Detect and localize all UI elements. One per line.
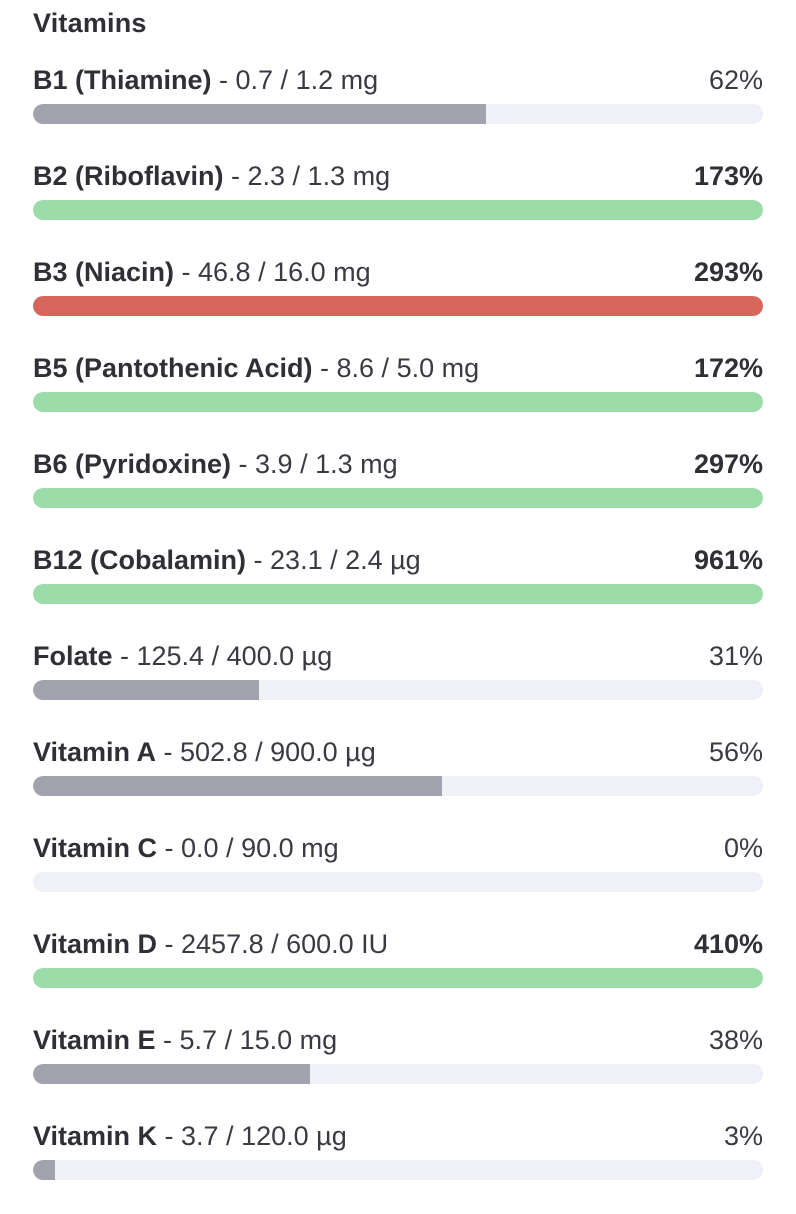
nutrient-row[interactable]: Vitamin C - 0.0 / 90.0 mg 0% (33, 830, 763, 926)
progress-track (33, 680, 763, 700)
nutrient-row[interactable]: B5 (Pantothenic Acid) - 8.6 / 5.0 mg 172% (33, 350, 763, 446)
progress-track (33, 392, 763, 412)
nutrient-row[interactable]: B2 (Riboflavin) - 2.3 / 1.3 mg 173% (33, 158, 763, 254)
nutrient-name: B6 (Pyridoxine) (33, 449, 232, 479)
progress-track (33, 1064, 763, 1084)
nutrient-label: B2 (Riboflavin) - 2.3 / 1.3 mg (33, 158, 390, 194)
nutrient-name: B12 (Cobalamin) (33, 545, 247, 575)
nutrient-row[interactable]: Vitamin E - 5.7 / 15.0 mg 38% (33, 1022, 763, 1118)
nutrient-percent: 38% (708, 1025, 763, 1055)
nutrient-label: B12 (Cobalamin) - 23.1 / 2.4 µg (33, 542, 421, 578)
nutrient-row-header: B12 (Cobalamin) - 23.1 / 2.4 µg 961% (33, 542, 763, 582)
nutrient-label: Folate - 125.4 / 400.0 µg (33, 638, 332, 674)
progress-track (33, 584, 763, 604)
nutrient-amount: - 46.8 / 16.0 mg (174, 257, 371, 287)
nutrient-row-header: Folate - 125.4 / 400.0 µg 31% (33, 638, 763, 678)
nutrient-row-header: B5 (Pantothenic Acid) - 8.6 / 5.0 mg 172% (33, 350, 763, 390)
nutrient-label: Vitamin C - 0.0 / 90.0 mg (33, 830, 339, 866)
nutrient-amount: - 2457.8 / 600.0 IU (157, 929, 389, 959)
nutrient-row-header: Vitamin K - 3.7 / 120.0 µg 3% (33, 1118, 763, 1158)
nutrient-label: Vitamin K - 3.7 / 120.0 µg (33, 1118, 347, 1154)
progress-track (33, 200, 763, 220)
progress-fill (33, 1160, 55, 1180)
nutrient-row-header: B3 (Niacin) - 46.8 / 16.0 mg 293% (33, 254, 763, 294)
nutrient-percent: 293% (693, 257, 763, 287)
nutrient-amount: - 502.8 / 900.0 µg (156, 737, 376, 767)
nutrient-name: Vitamin A (33, 737, 157, 767)
nutrient-row-header: Vitamin E - 5.7 / 15.0 mg 38% (33, 1022, 763, 1062)
progress-fill (33, 104, 486, 124)
progress-fill (33, 392, 763, 412)
nutrient-label: Vitamin D - 2457.8 / 600.0 IU (33, 926, 388, 962)
nutrient-list: B1 (Thiamine) - 0.7 / 1.2 mg 62% B2 (Ribof… (33, 62, 763, 1214)
progress-track (33, 296, 763, 316)
progress-track (33, 776, 763, 796)
nutrient-amount: - 5.7 / 15.0 mg (155, 1025, 338, 1055)
nutrient-percent: 31% (708, 641, 763, 671)
nutrient-row[interactable]: B3 (Niacin) - 46.8 / 16.0 mg 293% (33, 254, 763, 350)
nutrient-label: Vitamin E - 5.7 / 15.0 mg (33, 1022, 337, 1058)
progress-fill (33, 680, 260, 700)
nutrient-amount: - 8.6 / 5.0 mg (312, 353, 480, 383)
nutrient-name: B1 (Thiamine) (33, 65, 212, 95)
nutrient-name: B5 (Pantothenic Acid) (33, 353, 313, 383)
nutrient-percent: 410% (693, 929, 763, 959)
section-title: Vitamins (33, 8, 147, 38)
nutrient-percent: 3% (723, 1121, 763, 1151)
nutrient-name: Vitamin C (33, 833, 158, 863)
nutrient-label: B1 (Thiamine) - 0.7 / 1.2 mg (33, 62, 378, 98)
nutrient-row[interactable]: Vitamin D - 2457.8 / 600.0 IU 410% (33, 926, 763, 1022)
nutrient-percent: 297% (693, 449, 763, 479)
nutrient-amount: - 3.9 / 1.3 mg (231, 449, 398, 479)
nutrient-percent: 173% (693, 161, 763, 191)
nutrient-label: B3 (Niacin) - 46.8 / 16.0 mg (33, 254, 371, 290)
progress-track (33, 104, 763, 124)
nutrient-name: B3 (Niacin) (33, 257, 175, 287)
nutrient-row-header: B2 (Riboflavin) - 2.3 / 1.3 mg 173% (33, 158, 763, 198)
nutrient-row-header: Vitamin D - 2457.8 / 600.0 IU 410% (33, 926, 763, 966)
progress-fill (33, 968, 763, 988)
progress-fill (33, 1064, 311, 1084)
nutrient-percent: 0% (723, 833, 763, 863)
progress-track (33, 968, 763, 988)
progress-fill (33, 296, 763, 316)
progress-fill (33, 488, 763, 508)
nutrient-label: B5 (Pantothenic Acid) - 8.6 / 5.0 mg (33, 350, 479, 386)
nutrient-percent: 961% (693, 545, 763, 575)
nutrient-row[interactable]: Vitamin K - 3.7 / 120.0 µg 3% (33, 1118, 763, 1214)
nutrient-percent: 172% (693, 353, 763, 383)
nutrient-row-header: Vitamin C - 0.0 / 90.0 mg 0% (33, 830, 763, 870)
nutrient-name: Folate (33, 641, 113, 671)
nutrient-row[interactable]: B6 (Pyridoxine) - 3.9 / 1.3 mg 297% (33, 446, 763, 542)
nutrient-percent: 56% (708, 737, 763, 767)
nutrient-amount: - 2.3 / 1.3 mg (223, 161, 391, 191)
nutrient-amount: - 0.0 / 90.0 mg (157, 833, 339, 863)
nutrient-row[interactable]: Folate - 125.4 / 400.0 µg 31% (33, 638, 763, 734)
nutrient-name: Vitamin D (33, 929, 158, 959)
progress-fill (33, 584, 763, 604)
nutrient-row-header: Vitamin A - 502.8 / 900.0 µg 56% (33, 734, 763, 774)
progress-fill (33, 776, 442, 796)
nutrient-row[interactable]: Vitamin A - 502.8 / 900.0 µg 56% (33, 734, 763, 830)
nutrient-name: Vitamin E (33, 1025, 156, 1055)
nutrient-amount: - 125.4 / 400.0 µg (112, 641, 333, 671)
nutrient-label: B6 (Pyridoxine) - 3.9 / 1.3 mg (33, 446, 398, 482)
nutrient-name: Vitamin K (33, 1121, 158, 1151)
nutrient-row-header: B1 (Thiamine) - 0.7 / 1.2 mg 62% (33, 62, 763, 102)
nutrient-label: Vitamin A - 502.8 / 900.0 µg (33, 734, 376, 770)
progress-track (33, 1160, 763, 1180)
nutrient-row-header: B6 (Pyridoxine) - 3.9 / 1.3 mg 297% (33, 446, 763, 486)
nutrient-row[interactable]: B1 (Thiamine) - 0.7 / 1.2 mg 62% (33, 62, 763, 158)
progress-fill (33, 200, 763, 220)
nutrient-percent: 62% (708, 65, 763, 95)
progress-track (33, 872, 763, 892)
nutrient-name: B2 (Riboflavin) (33, 161, 224, 191)
nutrient-amount: - 0.7 / 1.2 mg (211, 65, 379, 95)
nutrient-amount: - 23.1 / 2.4 µg (246, 545, 421, 575)
progress-track (33, 488, 763, 508)
nutrient-amount: - 3.7 / 120.0 µg (157, 1121, 347, 1151)
nutrient-row[interactable]: B12 (Cobalamin) - 23.1 / 2.4 µg 961% (33, 542, 763, 638)
